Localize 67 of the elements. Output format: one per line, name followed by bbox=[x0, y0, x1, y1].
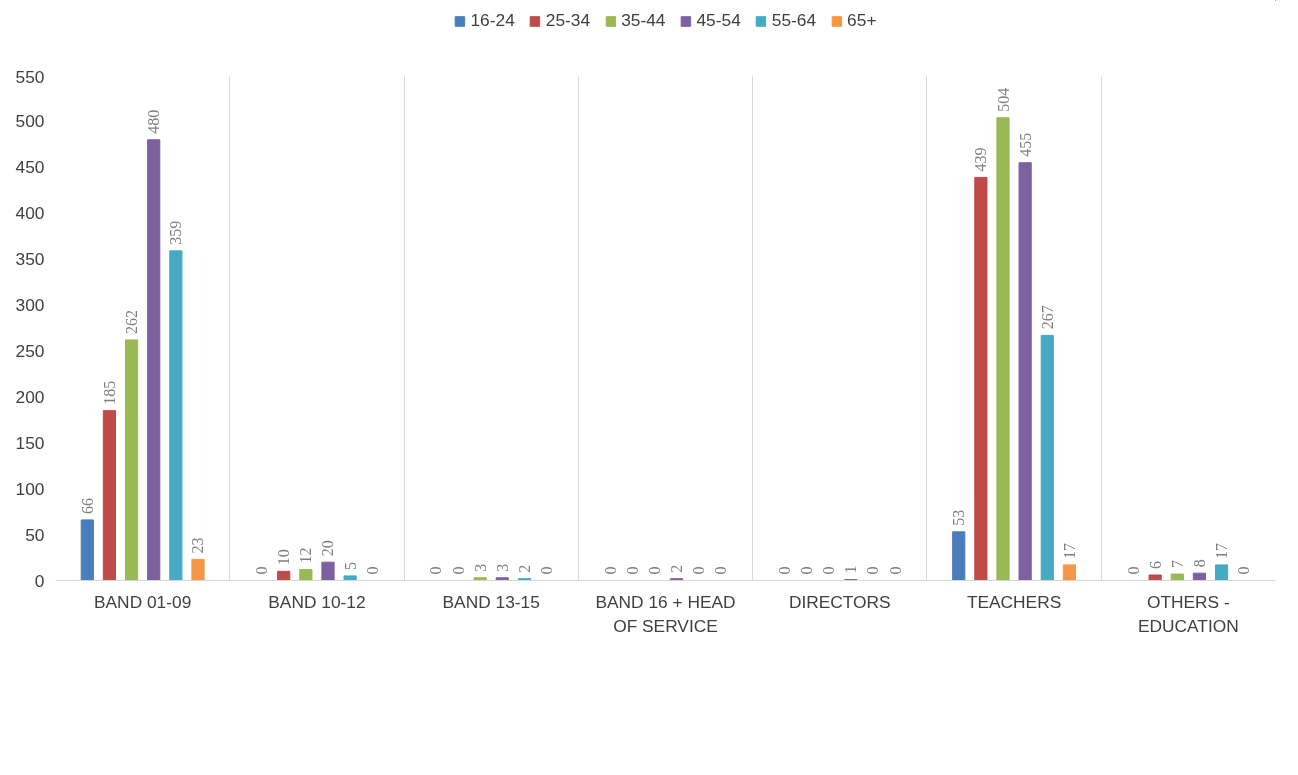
data-label: 0 bbox=[690, 566, 708, 575]
data-label: 3 bbox=[471, 563, 489, 572]
data-label: 2 bbox=[515, 564, 533, 573]
legend-label: 16-24 bbox=[470, 10, 515, 31]
legend-label: 25-34 bbox=[545, 10, 591, 31]
legend-label: 65+ bbox=[847, 10, 877, 31]
y-tick-label: 200 bbox=[15, 386, 45, 407]
x-tick-label: BAND 16 + HEAD OF SERVICE bbox=[595, 591, 736, 636]
data-label: 12 bbox=[297, 547, 315, 564]
data-label: 7 bbox=[1168, 560, 1186, 569]
data-label: 0 bbox=[427, 566, 445, 575]
x-tick-label: BAND 13-15 bbox=[442, 591, 540, 612]
data-label: 0 bbox=[1235, 566, 1253, 575]
data-label: 185 bbox=[100, 380, 118, 405]
data-label: 504 bbox=[994, 87, 1012, 112]
data-label: 0 bbox=[601, 566, 619, 575]
data-label: 20 bbox=[319, 540, 337, 557]
data-label: 0 bbox=[253, 566, 271, 575]
data-label: 10 bbox=[275, 549, 293, 566]
data-label: 267 bbox=[1038, 305, 1056, 330]
data-label: 66 bbox=[78, 497, 96, 514]
data-label: 0 bbox=[449, 566, 467, 575]
data-label: 0 bbox=[864, 566, 882, 575]
data-label: 0 bbox=[886, 566, 904, 575]
y-tick-label: 400 bbox=[15, 203, 45, 224]
data-label: 23 bbox=[189, 537, 207, 554]
x-tick-label: OTHERS - EDUCATION bbox=[1137, 591, 1239, 636]
y-tick-label: 100 bbox=[15, 478, 45, 499]
data-label: 0 bbox=[1124, 566, 1142, 575]
data-label: 3 bbox=[493, 563, 511, 572]
data-label: 8 bbox=[1190, 559, 1208, 568]
x-tick-label: BAND 10-12 bbox=[268, 591, 366, 612]
y-tick-label: 350 bbox=[15, 249, 45, 270]
y-tick-label: 550 bbox=[15, 66, 45, 87]
data-label: 0 bbox=[712, 566, 730, 575]
data-label: 17 bbox=[1060, 542, 1078, 559]
y-tick-label: 150 bbox=[15, 432, 45, 453]
data-label: 480 bbox=[145, 109, 163, 134]
data-label: 1 bbox=[842, 565, 860, 574]
x-tick-label: BAND 01-09 bbox=[94, 591, 192, 612]
y-tick-label: 250 bbox=[15, 340, 45, 361]
data-label: 0 bbox=[820, 566, 838, 575]
y-tick-label: 500 bbox=[15, 111, 45, 132]
x-tick-label: TEACHERS bbox=[966, 591, 1062, 612]
data-label: 2 bbox=[668, 564, 686, 573]
data-label: 0 bbox=[645, 566, 663, 575]
data-label: 262 bbox=[123, 309, 141, 334]
data-label: 0 bbox=[775, 566, 793, 575]
data-label: 6 bbox=[1146, 560, 1164, 569]
y-tick-label: 50 bbox=[25, 524, 45, 545]
data-label: 439 bbox=[972, 147, 990, 172]
data-label: 455 bbox=[1016, 132, 1034, 157]
legend-label: 45-54 bbox=[696, 10, 741, 31]
data-label: 5 bbox=[341, 561, 359, 570]
legend-label: 55-64 bbox=[771, 10, 817, 31]
data-label: 0 bbox=[538, 566, 556, 575]
y-tick-label: 300 bbox=[15, 295, 45, 316]
data-label: 359 bbox=[167, 220, 185, 245]
data-label: 53 bbox=[950, 509, 968, 526]
data-label: 0 bbox=[363, 566, 381, 575]
y-tick-label: 0 bbox=[34, 570, 45, 591]
y-tick-label: 450 bbox=[15, 157, 45, 178]
data-label: 0 bbox=[798, 566, 816, 575]
x-tick-label: DIRECTORS bbox=[788, 591, 891, 612]
data-label: 0 bbox=[623, 566, 641, 575]
legend-label: 35-44 bbox=[621, 10, 666, 31]
data-label: 17 bbox=[1213, 542, 1231, 559]
